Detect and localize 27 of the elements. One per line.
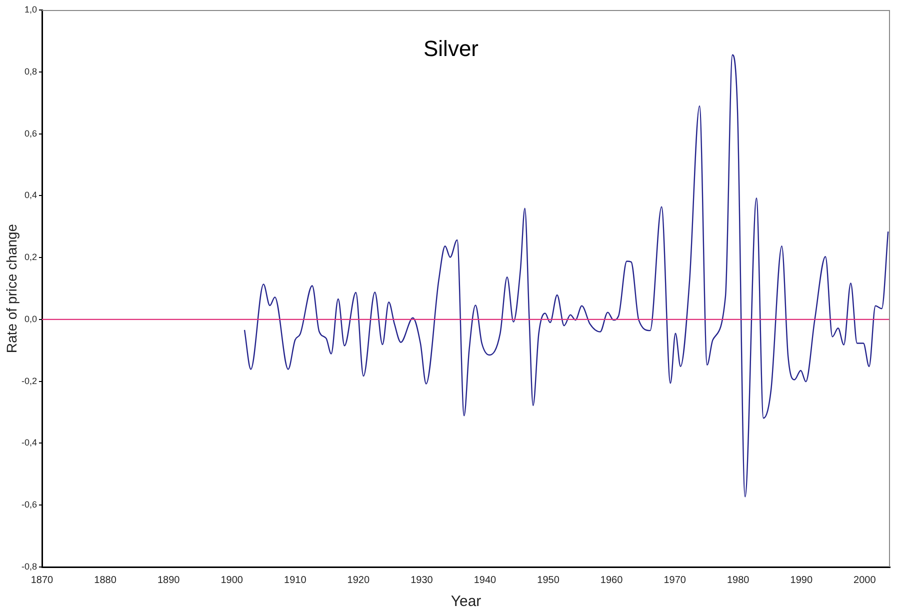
y-tick-label: 0,6 xyxy=(24,128,37,138)
y-tick-label: -0,4 xyxy=(21,438,37,448)
x-tick-label: 1960 xyxy=(600,574,624,586)
y-tick-label: 0,8 xyxy=(24,66,37,76)
y-axis-title: Rate of price change xyxy=(3,224,20,354)
x-tick-label: 1920 xyxy=(347,574,370,586)
x-tick-label: 1890 xyxy=(157,574,180,586)
x-tick-label: 1930 xyxy=(410,574,434,586)
x-tick-label: 1870 xyxy=(30,574,54,586)
y-tick-label: 0,0 xyxy=(24,314,37,324)
x-axis-title: Year xyxy=(450,593,482,610)
x-tick-label: 1980 xyxy=(726,574,750,586)
y-tick-label: -0,6 xyxy=(21,500,37,510)
y-tick-label: 0,2 xyxy=(24,252,37,262)
y-tick-label: 1,0 xyxy=(24,4,37,14)
x-tick-label: 1910 xyxy=(284,574,307,586)
x-tick-label: 2000 xyxy=(854,574,876,586)
x-tick-label: 1990 xyxy=(790,574,813,586)
x-tick-label: 1900 xyxy=(220,574,244,586)
x-tick-label: 1940 xyxy=(474,574,497,586)
y-tick-label: -0,2 xyxy=(21,376,37,386)
text: Silver xyxy=(423,36,479,62)
x-tick-label: 1950 xyxy=(537,574,560,586)
y-tick-label: -0,8 xyxy=(21,561,37,572)
x-tick-label: 1880 xyxy=(94,574,117,586)
y-tick-label: 0,4 xyxy=(24,190,37,200)
x-tick-label: 1970 xyxy=(664,574,686,586)
